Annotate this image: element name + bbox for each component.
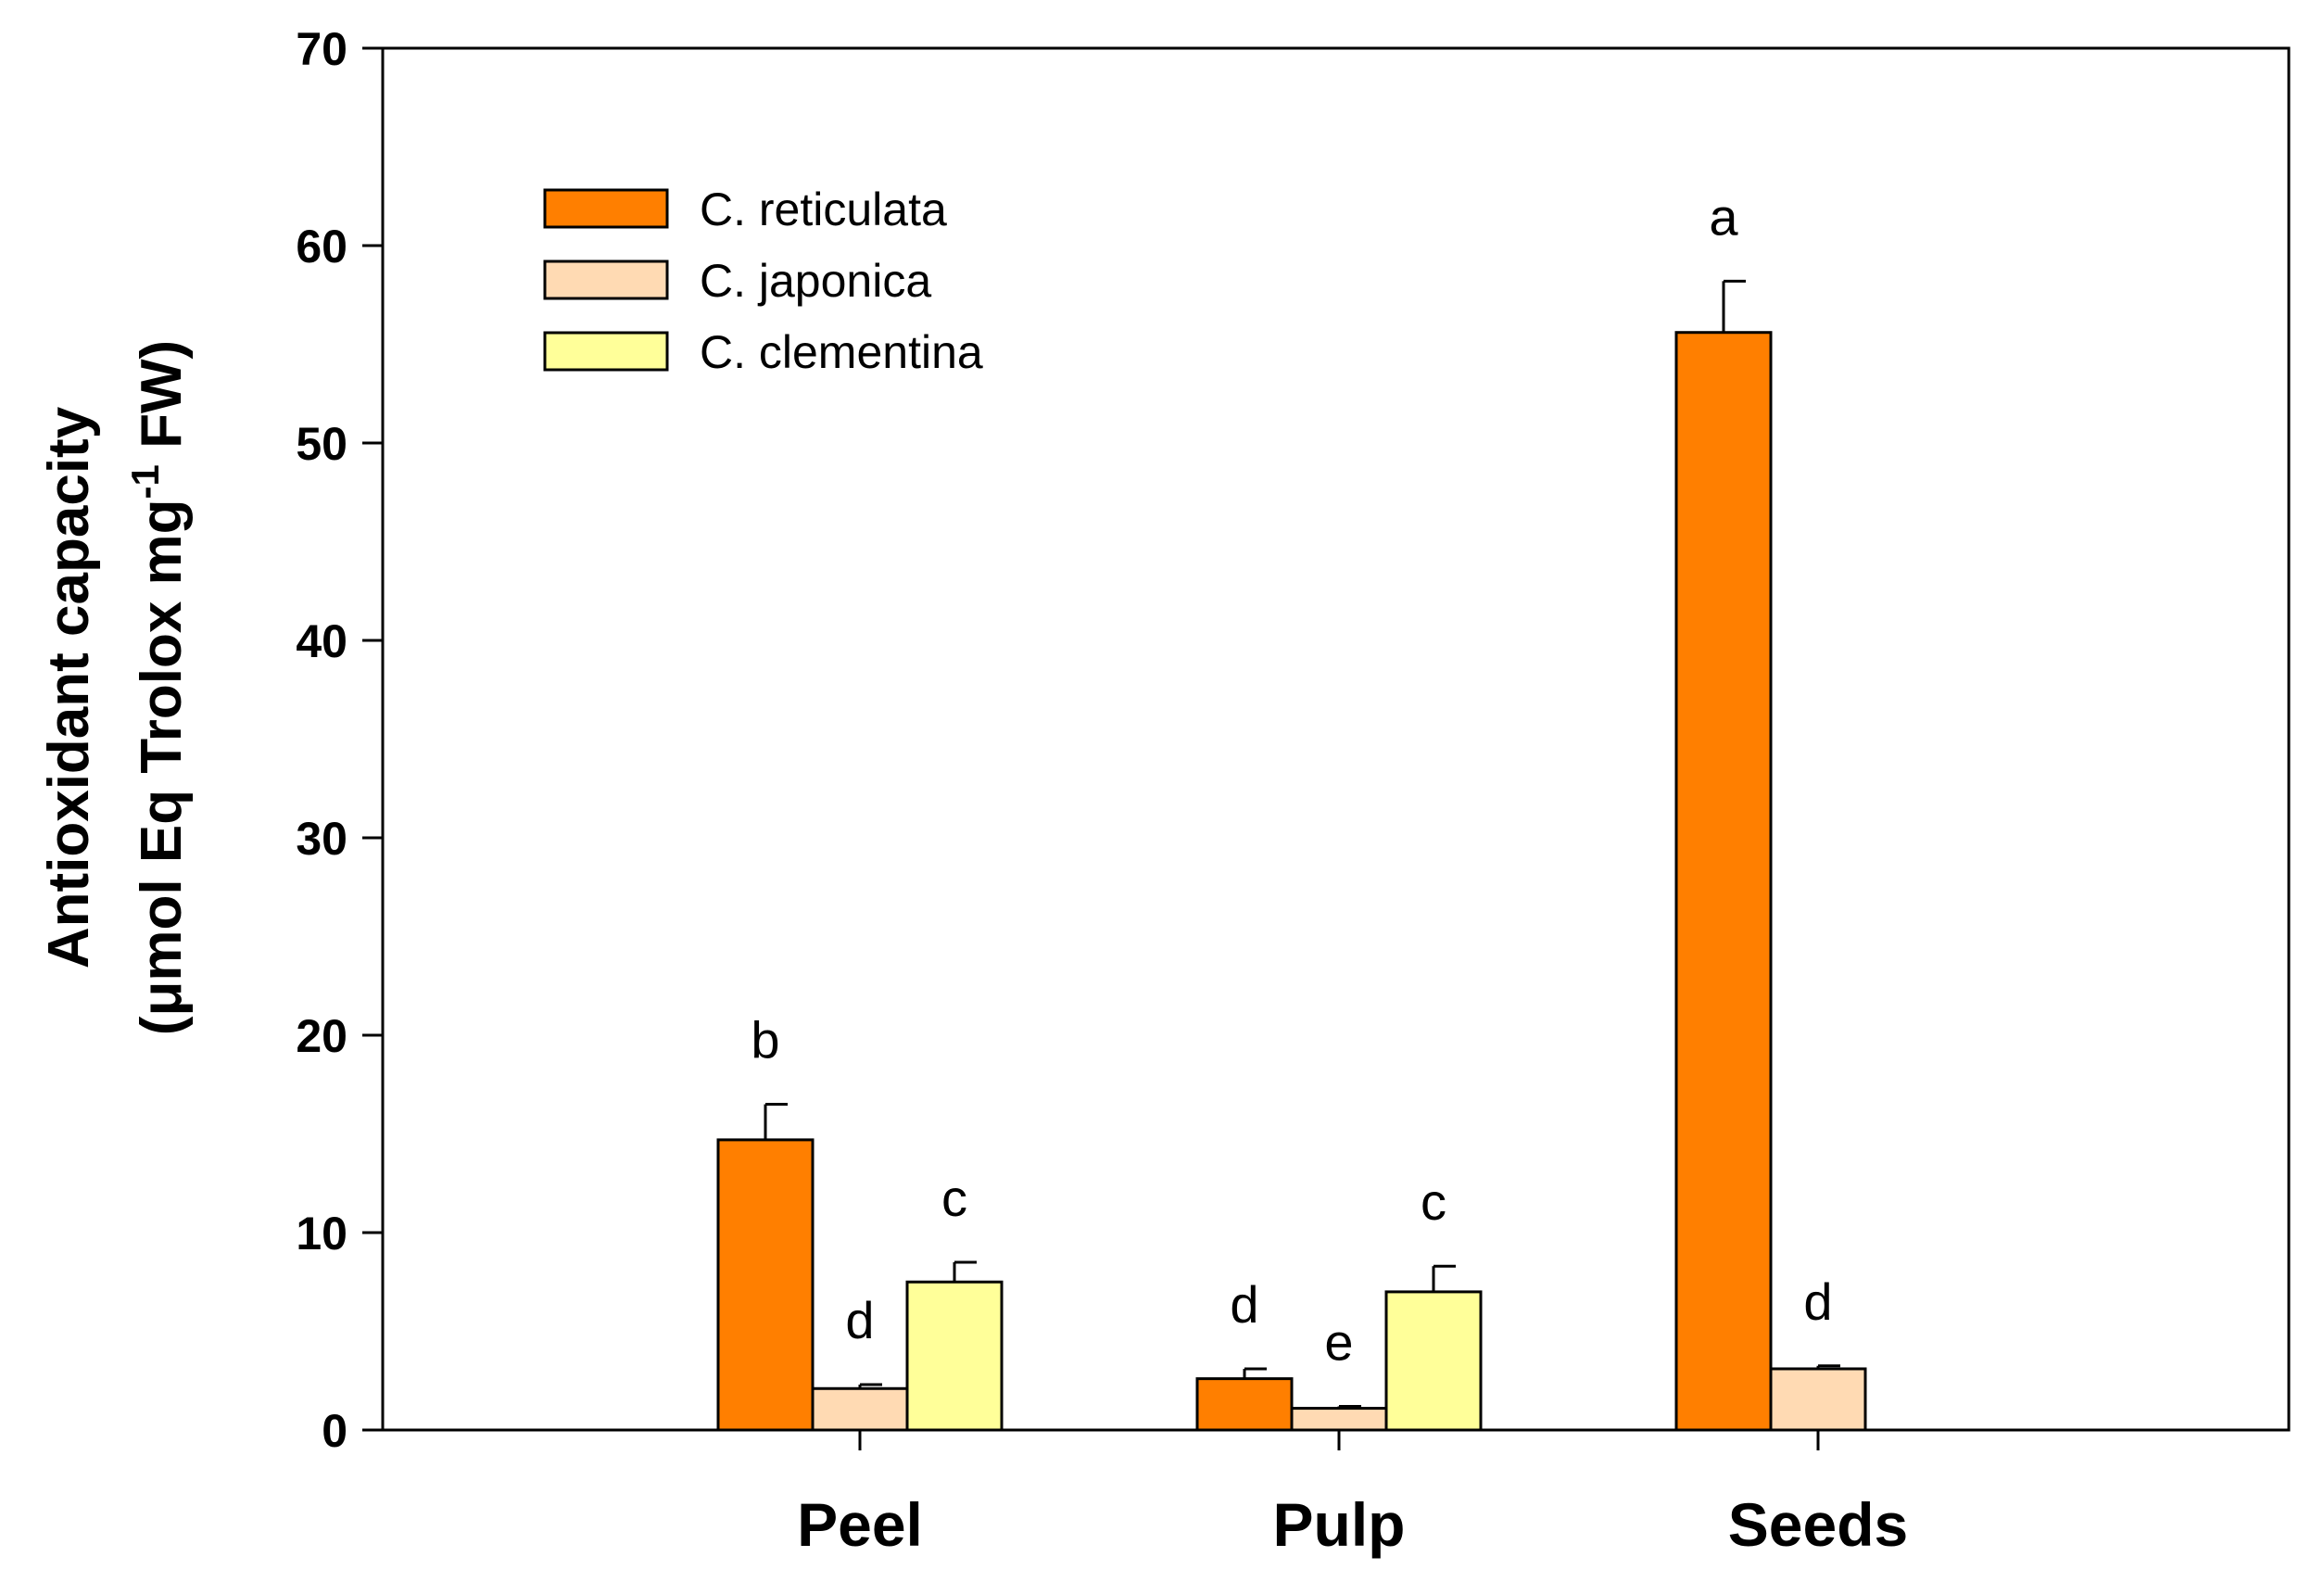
bar-cjaponica-peel <box>811 1386 909 1432</box>
y-axis-label-line2-text: (μmol Eq Trolox mg <box>130 499 194 1035</box>
y-tick-label: 60 <box>296 221 347 272</box>
legend-swatch-cclementina <box>543 331 669 372</box>
y-tick-label: 50 <box>296 418 347 470</box>
bar-cjaponica-seeds <box>1769 1367 1867 1432</box>
significance-letter: a <box>1709 187 1738 246</box>
significance-letter: d <box>1230 1275 1258 1334</box>
significance-letter: d <box>845 1291 874 1349</box>
y-tick-label: 70 <box>296 23 347 75</box>
legend-label-cjaponica: C. japonica <box>700 255 931 307</box>
plot-frame <box>381 46 2291 1432</box>
significance-letter: c <box>1421 1172 1446 1231</box>
y-axis-label-line2-end: FW) <box>130 340 194 464</box>
bar-cclementina-peel <box>905 1280 1004 1432</box>
bar-creticulata-seeds <box>1674 331 1773 1432</box>
bar-creticulata-peel <box>716 1138 815 1432</box>
significance-letter: d <box>1803 1272 1832 1331</box>
y-tick-label: 10 <box>296 1208 347 1259</box>
bar-cclementina-pulp <box>1384 1290 1483 1432</box>
y-tick-label: 30 <box>296 813 347 865</box>
y-axis-label-superscript: -1 <box>123 464 167 499</box>
y-axis-label-line2: (μmol Eq Trolox mg-1 FW) <box>123 340 194 1035</box>
significance-letter: b <box>751 1011 779 1069</box>
y-axis-label-line1: Antioxidant capacity <box>37 406 101 968</box>
x-category-label-seeds: Seeds <box>1728 1490 1908 1559</box>
bar-cjaponica-pulp <box>1290 1407 1388 1432</box>
legend-swatch-creticulata <box>543 188 669 229</box>
legend-swatch-cjaponica <box>543 259 669 300</box>
legend-label-creticulata: C. reticulata <box>700 184 947 235</box>
x-category-label-peel: Peel <box>797 1490 923 1559</box>
legend-label-cclementina: C. clementina <box>700 326 983 378</box>
y-axis-label: Antioxidant capacity (μmol Eq Trolox mg-… <box>37 340 194 1035</box>
significance-letter: c <box>941 1169 967 1227</box>
y-tick-label: 0 <box>322 1405 347 1457</box>
y-tick-label: 20 <box>296 1010 347 1062</box>
x-category-label-pulp: Pulp <box>1273 1490 1406 1559</box>
y-tick-label: 40 <box>296 615 347 667</box>
bar-creticulata-pulp <box>1195 1377 1294 1432</box>
significance-letter: e <box>1324 1312 1353 1371</box>
